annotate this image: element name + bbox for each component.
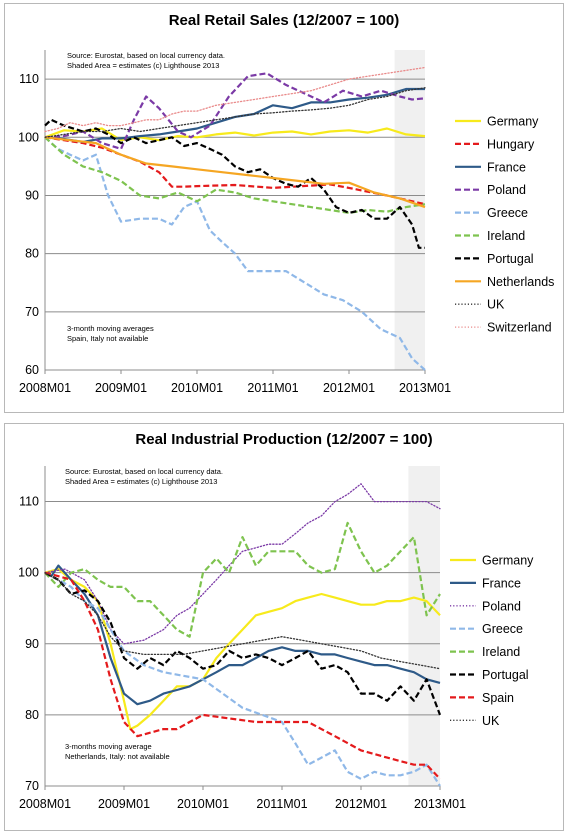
retail-x-tick-label: 2010M01: [171, 381, 223, 395]
industrial-series-portugal: [44, 571, 442, 716]
industrial-footnote: 3-months moving average: [65, 742, 152, 751]
industrial-series-poland: [44, 483, 441, 645]
retail-footnote: Spain, Italy not available: [67, 334, 148, 343]
industrial-legend-label-france: France: [482, 576, 521, 590]
retail-y-tick-label: 60: [25, 363, 39, 377]
retail-series-portugal: [44, 118, 425, 249]
retail-legend-label-germany: Germany: [487, 115, 539, 129]
retail-series-greece: [44, 136, 426, 371]
industrial-estimate-shade: [408, 466, 440, 786]
industrial-source-note: Shaded Area = estimates (c) Lighthouse 2…: [65, 477, 217, 486]
retail-y-tick-label: 80: [25, 247, 39, 261]
industrial-y-tick-label: 70: [25, 779, 39, 793]
industrial-y-tick-label: 80: [25, 708, 39, 722]
industrial-footnote: Netherlands, Italy: not available: [65, 752, 170, 761]
retail-legend-label-switzerland: Switzerland: [487, 321, 552, 335]
retail-chart-title: Real Retail Sales (12/2007 = 100): [169, 12, 400, 29]
retail-estimate-shade: [394, 50, 425, 370]
retail-legend-label-ireland: Ireland: [487, 229, 525, 243]
retail-legend-label-poland: Poland: [487, 183, 526, 197]
industrial-x-tick-label: 2013M01: [414, 797, 466, 811]
retail-series-germany: [44, 127, 426, 142]
industrial-y-tick-label: 100: [18, 566, 39, 580]
retail-source-note: Shaded Area = estimates (c) Lighthouse 2…: [67, 61, 219, 70]
industrial-source-note: Source: Eurostat, based on local currenc…: [65, 467, 223, 476]
retail-series-netherlands: [44, 136, 426, 209]
industrial-legend-label-germany: Germany: [482, 554, 534, 568]
retail-x-tick-label: 2008M01: [19, 381, 71, 395]
industrial-series-germany: [44, 568, 441, 731]
industrial-chart-title: Real Industrial Production (12/2007 = 10…: [135, 431, 432, 448]
industrial-production-chart: 70 80 90 100 110 2008M01 2009M01 2010M01 2011M01…: [4, 423, 564, 831]
industrial-series-ireland: [44, 521, 441, 638]
retail-series-switzerland: [44, 66, 426, 133]
retail-sales-chart-svg: 60 70 80 90 100 110 2008M01 2009M01 2010M01 2011M…: [18, 12, 554, 395]
retail-legend-label-netherlands: Netherlands: [487, 275, 554, 289]
retail-legend-label-uk: UK: [487, 298, 505, 312]
industrial-series-greece: [44, 571, 441, 787]
retail-legend-label-portugal: Portugal: [487, 252, 534, 266]
industrial-legend-label-greece: Greece: [482, 622, 523, 636]
retail-legend-label-greece: Greece: [487, 206, 528, 220]
industrial-x-tick-label: 2011M01: [256, 797, 307, 811]
industrial-y-tick-label: 90: [25, 637, 39, 651]
industrial-y-tick-label: 110: [19, 495, 39, 509]
retail-legend-label-france: France: [487, 160, 526, 174]
industrial-x-tick-label: 2009M01: [98, 797, 150, 811]
retail-legend-label-hungary: Hungary: [487, 137, 535, 151]
retail-x-tick-label: 2009M01: [95, 381, 147, 395]
industrial-x-tick-label: 2008M01: [19, 797, 71, 811]
industrial-x-tick-label: 2012M01: [335, 797, 387, 811]
industrial-legend-label-poland: Poland: [482, 599, 521, 613]
retail-x-tick-label: 2011M01: [247, 381, 298, 395]
industrial-series-france: [44, 564, 441, 706]
industrial-production-chart-svg: 70 80 90 100 110 2008M01 2009M01 2010M01 2011M01…: [18, 431, 534, 811]
industrial-legend-label-uk: UK: [482, 714, 500, 728]
industrial-legend-label-spain: Spain: [482, 691, 514, 705]
retail-sales-chart: 60 70 80 90 100 110 2008M01 2009M01 2010M01 2011M…: [4, 3, 564, 413]
retail-source-note: Source: Eurostat, based on local currenc…: [67, 51, 225, 60]
retail-footnote: 3-month moving averages: [67, 324, 154, 333]
industrial-legend-label-ireland: Ireland: [482, 645, 520, 659]
industrial-series-spain: [44, 571, 441, 780]
retail-x-tick-label: 2013M01: [399, 381, 451, 395]
industrial-series-uk: [44, 572, 441, 670]
retail-series-hungary: [44, 136, 426, 206]
retail-y-tick-label: 70: [25, 305, 39, 319]
retail-y-tick-label: 100: [18, 130, 39, 144]
retail-y-tick-label: 90: [25, 188, 39, 202]
retail-series-uk: [44, 87, 426, 138]
industrial-x-tick-label: 2010M01: [177, 797, 229, 811]
retail-x-tick-label: 2012M01: [323, 381, 375, 395]
retail-series-france: [44, 87, 425, 143]
retail-series-poland: [44, 72, 426, 150]
retail-y-tick-label: 110: [19, 72, 39, 86]
industrial-legend-label-portugal: Portugal: [482, 668, 529, 682]
